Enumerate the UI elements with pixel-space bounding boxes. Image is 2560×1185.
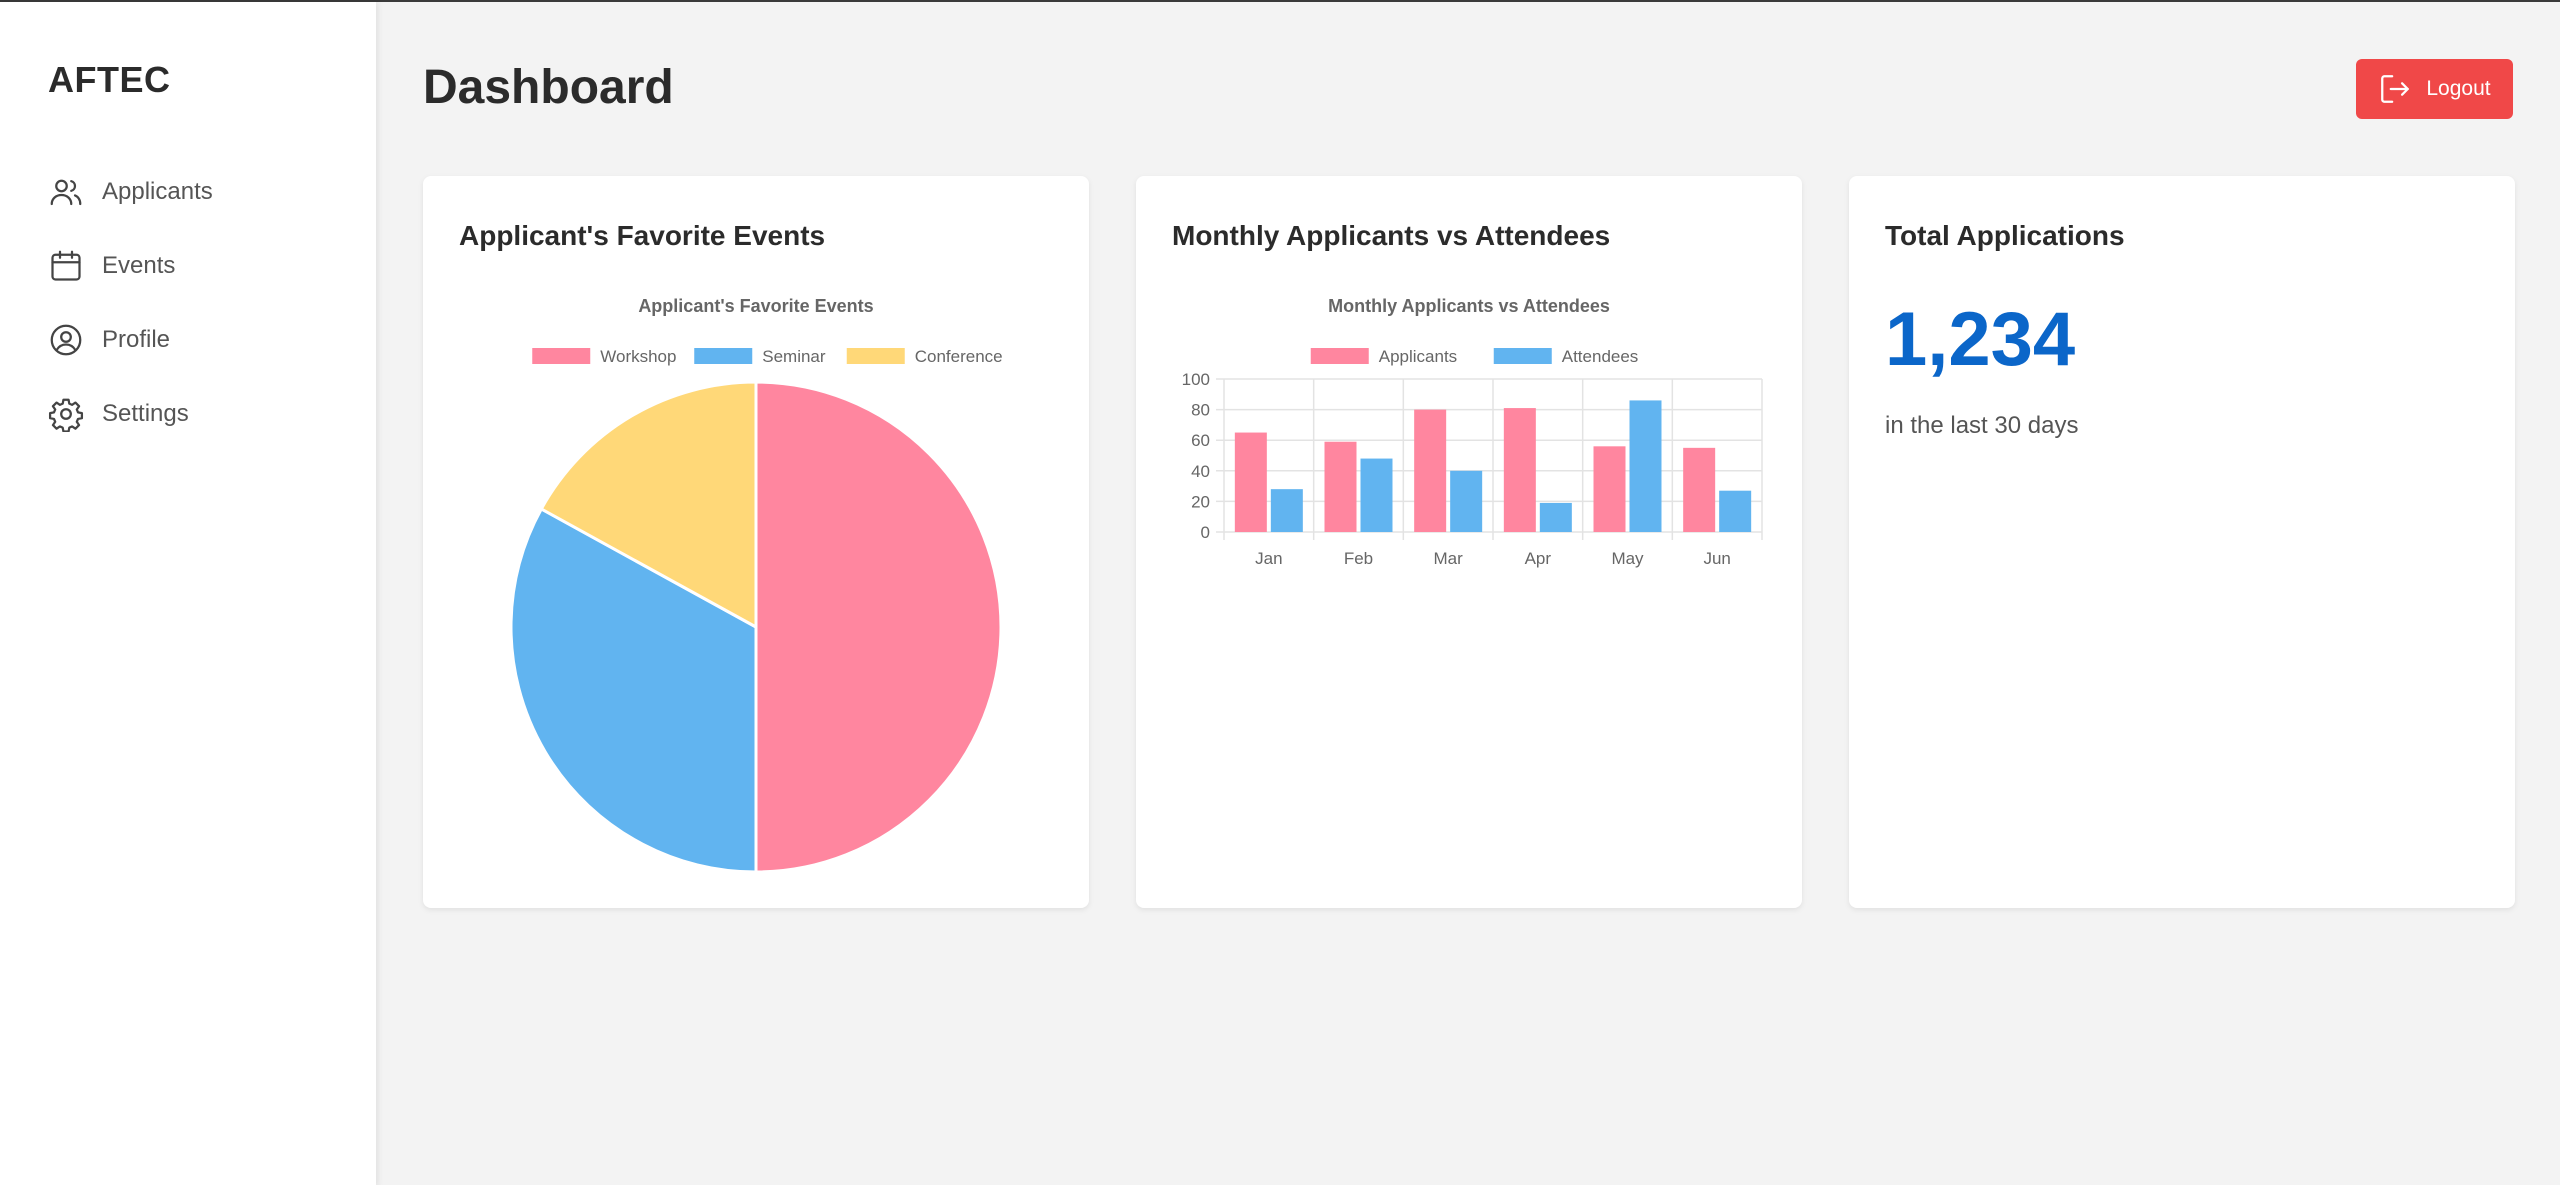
bar	[1683, 447, 1716, 532]
sidebar-item-events[interactable]: Events	[48, 246, 213, 286]
sidebar-item-settings[interactable]: Settings	[48, 394, 213, 434]
chart-title: Monthly Applicants vs Attendees	[1328, 296, 1610, 316]
sidebar-item-label: Settings	[102, 400, 189, 427]
card-title: Monthly Applicants vs Attendees	[1172, 220, 1611, 251]
bar	[1270, 489, 1303, 532]
sidebar-item-label: Events	[102, 252, 176, 279]
page-title: Dashboard	[423, 61, 674, 114]
y-tick-label: 40	[1191, 462, 1210, 481]
legend-label: Applicants	[1379, 347, 1457, 366]
sidebar-item-label: Applicants	[102, 178, 213, 205]
x-tick-label: May	[1611, 549, 1644, 568]
bar-chart: Monthly Applicants vs Attendees Applicant…	[1182, 296, 1763, 568]
pie-slice	[509, 506, 758, 874]
sidebar: AFTEC Applicants Events	[0, 2, 376, 1185]
sidebar-item-applicants[interactable]: Applicants	[48, 172, 213, 212]
users-icon	[50, 179, 82, 206]
y-tick-label: 80	[1191, 401, 1210, 420]
legend-label: Seminar	[762, 347, 826, 366]
bar	[1234, 432, 1267, 532]
legend-label: Workshop	[600, 347, 676, 366]
card-title: Total Applications	[1885, 220, 2125, 251]
legend-label: Conference	[915, 347, 1003, 366]
bar	[1324, 441, 1357, 532]
x-tick-label: Feb	[1344, 549, 1373, 568]
x-tick-label: Mar	[1434, 549, 1464, 568]
total-applications-card: Total Applications 1,234 in the last 30 …	[1849, 176, 2515, 908]
y-tick-label: 20	[1191, 492, 1210, 511]
sidebar-item-label: Profile	[102, 326, 171, 353]
main-content: Dashboard Logout Applicant's Favorite Ev…	[376, 2, 2560, 1185]
y-tick-label: 100	[1182, 370, 1210, 389]
legend-swatch	[694, 348, 753, 364]
total-applications-value: 1,234	[1885, 297, 2076, 382]
total-applications-caption: in the last 30 days	[1885, 412, 2079, 439]
bar	[1414, 409, 1447, 532]
x-tick-label: Jan	[1255, 549, 1282, 568]
monthly-card: Monthly Applicants vs Attendees Monthly …	[1136, 176, 1802, 908]
pie-slice	[539, 380, 758, 630]
sidebar-item-profile[interactable]: Profile	[48, 320, 213, 360]
bar	[1450, 470, 1483, 532]
y-tick-label: 60	[1191, 431, 1210, 450]
calendar-icon	[51, 250, 81, 281]
logout-icon	[2381, 75, 2410, 103]
brand-logo: AFTEC	[48, 59, 171, 100]
legend-swatch	[532, 348, 591, 364]
bar	[1360, 458, 1393, 532]
y-tick-label: 0	[1201, 523, 1210, 542]
card-title: Applicant's Favorite Events	[459, 220, 826, 251]
bar	[1539, 502, 1572, 532]
legend-swatch	[1310, 348, 1369, 364]
user-circle-icon	[50, 324, 82, 356]
sidebar-nav: Applicants Events Profile Set	[48, 172, 213, 468]
x-tick-label: Jun	[1703, 549, 1730, 568]
bar	[1629, 400, 1662, 532]
pie-chart: Applicant's Favorite Events Workshop Semin…	[509, 296, 1003, 874]
bar	[1719, 490, 1752, 532]
legend-swatch	[1493, 348, 1552, 364]
gear-icon	[48, 398, 84, 432]
chart-title: Applicant's Favorite Events	[638, 296, 873, 316]
legend-label: Attendees	[1562, 347, 1639, 366]
bar	[1593, 446, 1626, 532]
x-tick-label: Apr	[1525, 549, 1552, 568]
bar	[1503, 408, 1536, 532]
logout-label: Logout	[2426, 77, 2491, 100]
logout-button[interactable]: Logout	[2356, 59, 2513, 119]
pie-slice	[754, 380, 1003, 874]
favorite-events-card: Applicant's Favorite Events Applicant's …	[423, 176, 1089, 908]
legend-swatch	[846, 348, 905, 364]
